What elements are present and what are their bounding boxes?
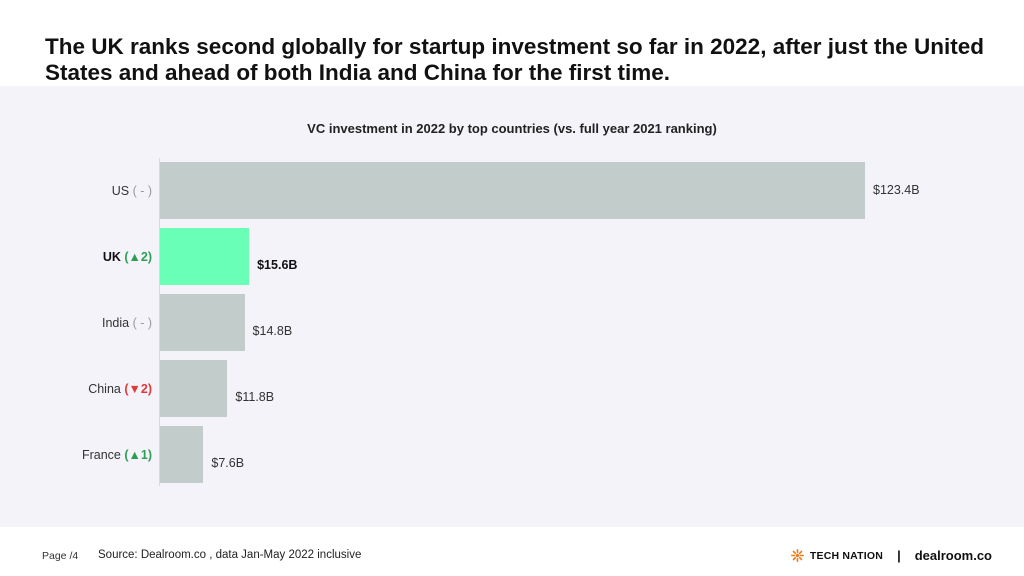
category-name: US — [111, 183, 133, 198]
category-name: India — [101, 315, 133, 330]
bar-uk — [160, 228, 250, 285]
rank-change-label: (▲1) — [124, 447, 152, 462]
rank-change-label: ( - ) — [132, 315, 152, 330]
value-label-france: $7.6B — [211, 455, 245, 470]
value-label-china: $11.8B — [235, 389, 275, 404]
category-label-china: China (▼2) — [88, 381, 152, 397]
value-label-us: $123.4B — [873, 183, 920, 197]
category-axis-line — [159, 158, 160, 486]
page-number: Page /4 — [42, 550, 79, 562]
value-label-india: $14.8B — [252, 323, 293, 338]
chart-panel — [0, 86, 1024, 527]
bar-france — [160, 426, 204, 483]
category-label-uk: UK (▲2) — [103, 249, 152, 265]
bar-china — [160, 360, 228, 417]
headline: The UK ranks second globally for startup… — [45, 34, 984, 85]
source-note: Source: Dealroom.co , data Jan-May 2022 … — [98, 549, 362, 561]
category-name: UK — [102, 249, 125, 264]
tech-nation-logo: TECH NATION — [809, 549, 884, 562]
value-label-uk: $15.6B — [257, 257, 298, 272]
category-name: France — [81, 447, 125, 462]
bar-us — [160, 162, 865, 219]
category-label-france: France (▲1) — [82, 447, 152, 463]
category-label-us: US ( - ) — [112, 183, 152, 199]
brand-logos: TECH NATION | dealroom.co — [790, 548, 992, 563]
chart-title: VC investment in 2022 by top countries (… — [307, 121, 717, 136]
rank-change-label: (▼2) — [124, 381, 152, 396]
bar-india — [160, 294, 245, 351]
category-label-india: India ( - ) — [102, 315, 152, 331]
category-name: China — [88, 381, 125, 396]
dealroom-logo: dealroom.co — [914, 548, 992, 563]
brand-separator: | — [897, 548, 901, 563]
rank-change-label: (▲2) — [124, 249, 152, 264]
sunburst-icon — [790, 549, 804, 562]
rank-change-label: ( - ) — [132, 183, 152, 198]
